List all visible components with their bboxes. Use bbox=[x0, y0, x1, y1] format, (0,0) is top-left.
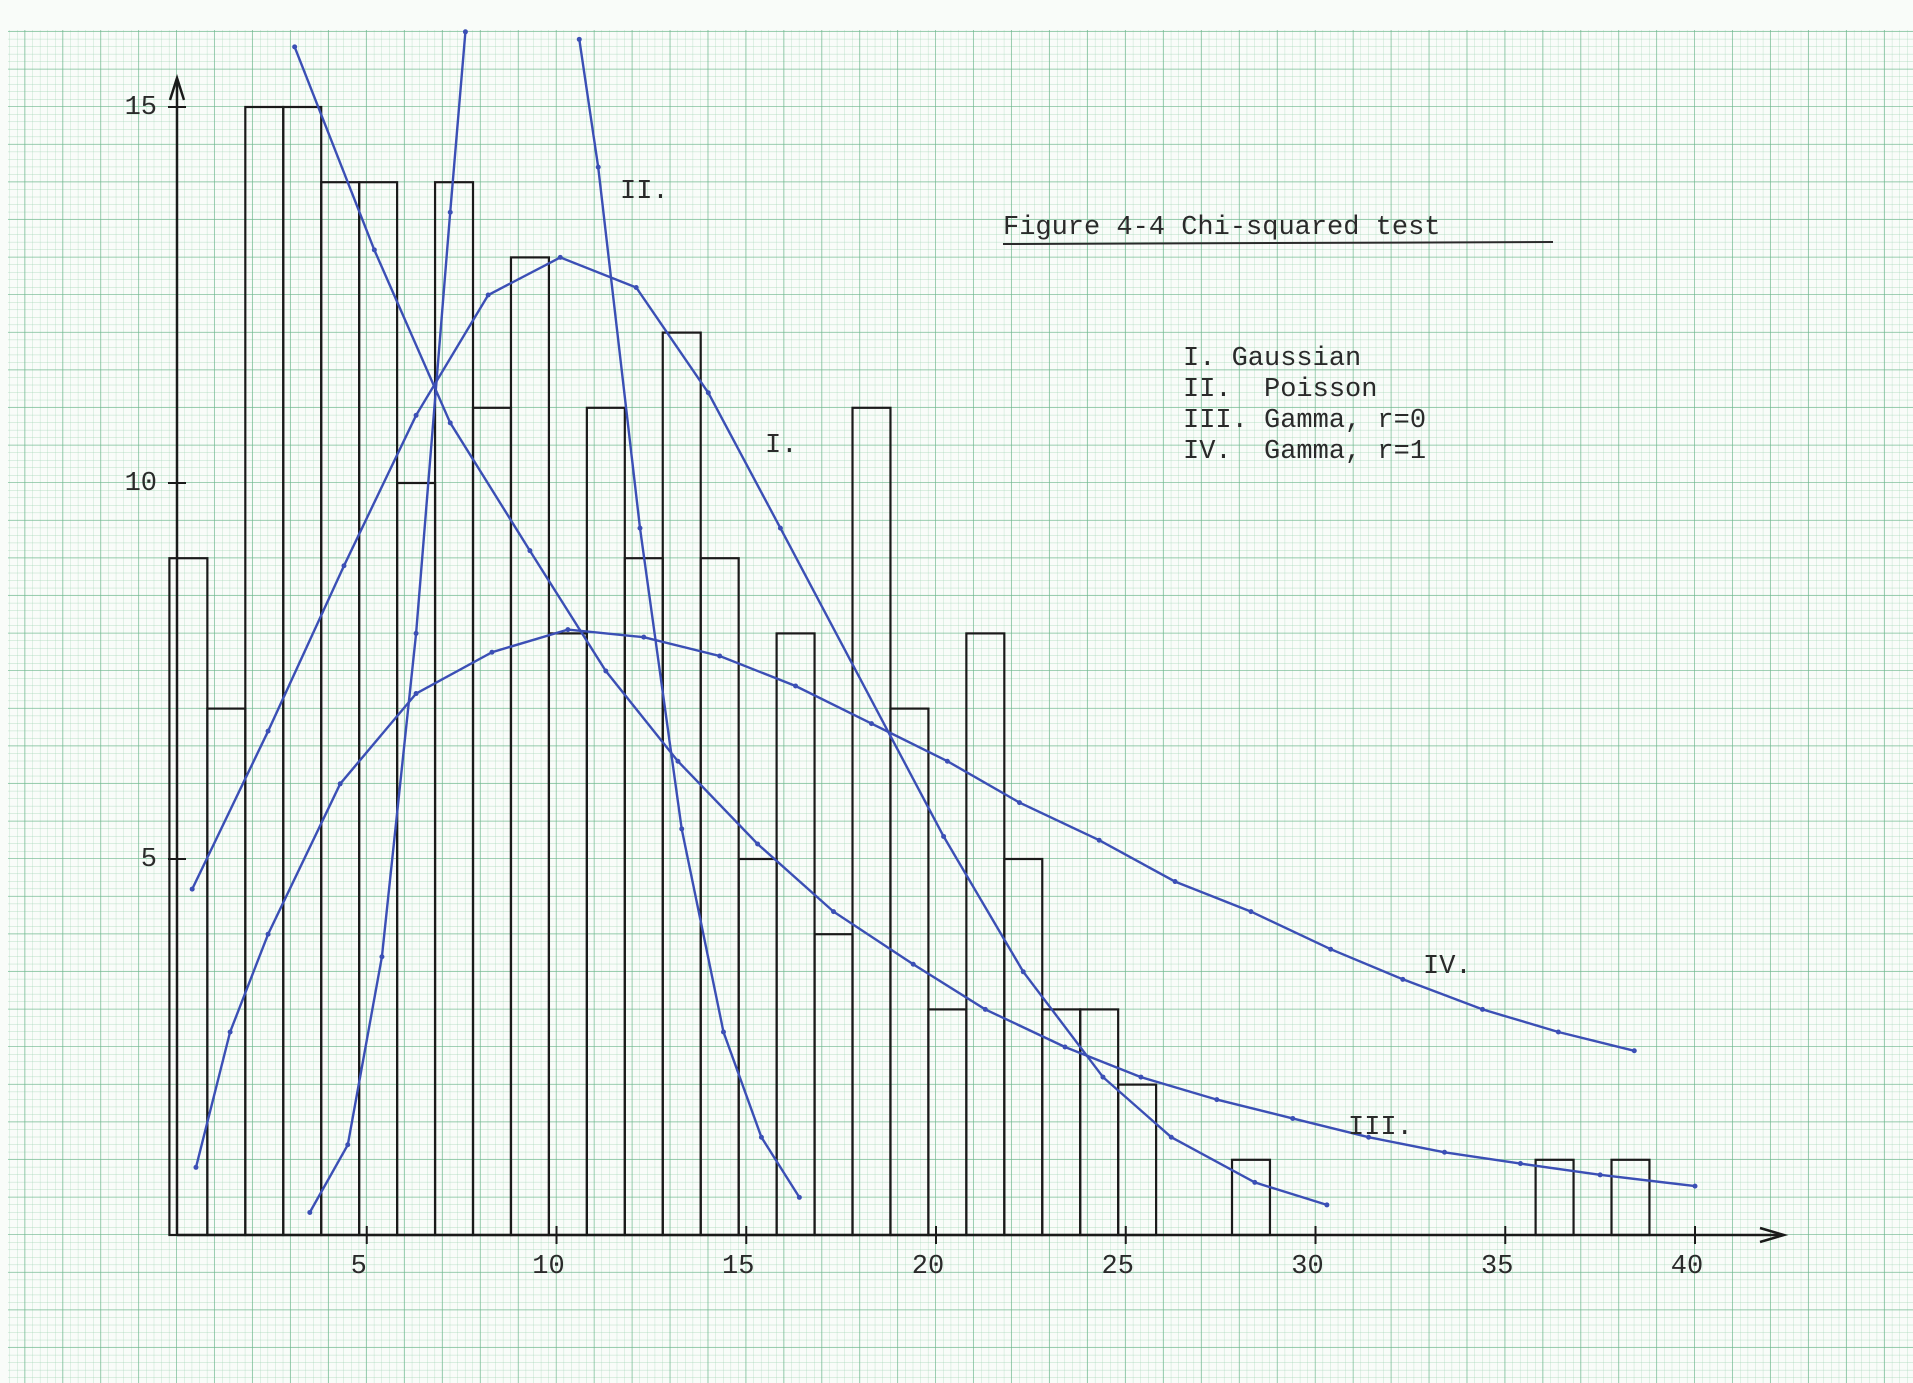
x-tick-label: 5 bbox=[351, 1252, 367, 1282]
curve-point bbox=[307, 1209, 313, 1215]
curve-point bbox=[489, 649, 495, 655]
curve-point bbox=[557, 254, 563, 260]
curve-point bbox=[565, 627, 571, 633]
histogram-bar bbox=[1534, 1158, 1575, 1237]
curve-point bbox=[1062, 1044, 1068, 1050]
curve-point bbox=[371, 247, 377, 253]
curve-point bbox=[189, 886, 195, 892]
curve-point bbox=[1100, 1074, 1106, 1080]
histogram-bar bbox=[1230, 1158, 1272, 1237]
x-tick-label: 35 bbox=[1481, 1252, 1513, 1282]
curve-point bbox=[777, 525, 783, 531]
curve-point bbox=[265, 728, 271, 734]
curve-point bbox=[705, 390, 711, 396]
curve-point bbox=[1442, 1149, 1448, 1155]
curve-point bbox=[831, 909, 837, 915]
curve-point bbox=[1016, 800, 1022, 806]
curve-point bbox=[679, 826, 685, 832]
curve-point bbox=[910, 961, 916, 967]
curve-point bbox=[1631, 1048, 1637, 1054]
curve-point bbox=[193, 1164, 199, 1170]
curve-point bbox=[1214, 1097, 1220, 1103]
y-tick-label: 10 bbox=[125, 469, 157, 499]
curve-point bbox=[1400, 976, 1406, 982]
curve-label: II. bbox=[620, 177, 669, 207]
x-axis-arrow bbox=[1759, 1226, 1789, 1244]
y-tick-label: 15 bbox=[125, 93, 157, 123]
curve-point bbox=[755, 841, 761, 847]
curve-label: III. bbox=[1348, 1113, 1413, 1143]
curve-label: I. bbox=[765, 431, 797, 461]
curve-point bbox=[1479, 1006, 1485, 1012]
curve-point bbox=[944, 758, 950, 764]
curve-point bbox=[641, 634, 647, 640]
curve-point bbox=[265, 931, 271, 937]
histogram-bar bbox=[889, 707, 930, 1237]
curve-point bbox=[1517, 1161, 1523, 1167]
curve-point bbox=[1597, 1172, 1603, 1178]
curve-label: IV. bbox=[1423, 952, 1472, 982]
curve-point bbox=[1138, 1074, 1144, 1080]
curve-point bbox=[633, 284, 639, 290]
curve-point bbox=[1172, 879, 1178, 885]
curve-point bbox=[527, 548, 533, 554]
curve-point bbox=[447, 420, 453, 426]
x-tick-label: 30 bbox=[1291, 1252, 1323, 1282]
curve-point bbox=[1366, 1134, 1372, 1140]
curve-point bbox=[1096, 837, 1102, 843]
curve-point bbox=[796, 1194, 802, 1200]
title-underline bbox=[1002, 241, 1554, 245]
y-axis-arrow bbox=[168, 73, 186, 101]
curve-point bbox=[1328, 946, 1334, 952]
curve-point bbox=[1290, 1115, 1296, 1121]
curve-point bbox=[379, 954, 385, 960]
curve-point bbox=[1248, 909, 1254, 915]
curve-point bbox=[462, 29, 468, 35]
curve-point bbox=[1252, 1179, 1258, 1185]
curve-point bbox=[595, 164, 601, 170]
curve-point bbox=[341, 563, 347, 569]
chart-title: Figure 4-4 Chi-squared test bbox=[1003, 213, 1440, 243]
curve-point bbox=[1692, 1183, 1698, 1189]
curve-point bbox=[447, 209, 453, 215]
curve-point bbox=[345, 1142, 351, 1148]
curve-point bbox=[337, 781, 343, 787]
curve-point bbox=[227, 1029, 233, 1035]
x-tick-label: 20 bbox=[912, 1252, 944, 1282]
legend-entry: III. Gamma, r=0 bbox=[1183, 406, 1426, 436]
curve-point bbox=[941, 833, 947, 839]
legend-entry: II. Poisson bbox=[1183, 375, 1377, 405]
curve-point bbox=[637, 525, 643, 531]
curve-point bbox=[982, 1006, 988, 1012]
curve-point bbox=[868, 721, 874, 727]
legend-entry: I. Gaussian bbox=[1183, 344, 1361, 374]
histogram-bar bbox=[1610, 1158, 1651, 1237]
x-tick-label: 15 bbox=[722, 1252, 754, 1282]
curve-point bbox=[292, 44, 298, 50]
curve-point bbox=[793, 683, 799, 689]
curve-point bbox=[1324, 1202, 1330, 1208]
curve-point bbox=[1168, 1134, 1174, 1140]
curve-point bbox=[413, 412, 419, 418]
curve-point bbox=[675, 758, 681, 764]
major-grid bbox=[8, 30, 1913, 1383]
x-tick-label: 10 bbox=[532, 1252, 564, 1282]
curve-point bbox=[1555, 1029, 1561, 1035]
curve-point bbox=[1020, 969, 1026, 975]
curve-point bbox=[720, 1029, 726, 1035]
x-tick-label: 40 bbox=[1671, 1252, 1703, 1282]
curve-point bbox=[717, 653, 723, 659]
curve-point bbox=[413, 630, 419, 636]
curve-point bbox=[603, 668, 609, 674]
x-tick-label: 25 bbox=[1102, 1252, 1134, 1282]
histogram-bar bbox=[1117, 1083, 1158, 1237]
curve-point bbox=[758, 1134, 764, 1140]
curve-point bbox=[413, 691, 419, 697]
legend-entry: IV. Gamma, r=1 bbox=[1183, 437, 1426, 467]
curve-point bbox=[576, 36, 582, 42]
y-tick-label: 5 bbox=[141, 845, 157, 875]
curve-point bbox=[485, 292, 491, 298]
